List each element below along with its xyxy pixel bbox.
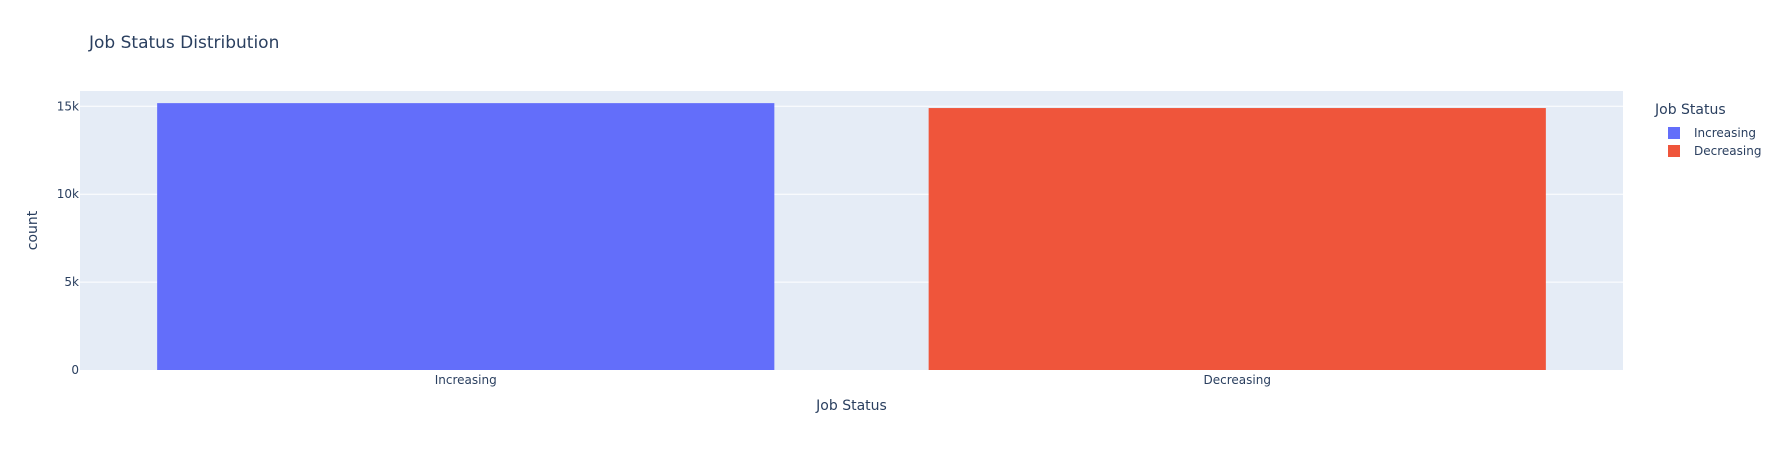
y-axis-title: count	[25, 210, 41, 250]
x-axis-ticks: Increasing Decreasing	[435, 373, 1271, 387]
legend-item-increasing[interactable]: Increasing	[1655, 124, 1761, 142]
bars	[157, 103, 1546, 371]
legend-swatch	[1668, 127, 1680, 139]
y-axis-ticks: 0 5k 10k 15k	[57, 99, 79, 377]
legend-item-label: Increasing	[1694, 126, 1756, 140]
y-tick-label: 5k	[64, 275, 79, 289]
legend-item-label: Decreasing	[1694, 144, 1762, 158]
x-axis-title: Job Status	[815, 398, 887, 414]
y-tick-label: 10k	[57, 187, 79, 201]
chart-title: Job Status Distribution	[89, 33, 280, 53]
x-tick-label: Decreasing	[1204, 373, 1271, 387]
y-tick-label: 15k	[57, 99, 79, 113]
bar-decreasing[interactable]	[928, 108, 1546, 371]
legend-item-decreasing[interactable]: Decreasing	[1655, 142, 1761, 160]
legend-title: Job Status	[1655, 102, 1726, 118]
bar-increasing[interactable]	[157, 103, 775, 370]
y-tick-label: 0	[71, 363, 79, 377]
x-tick-label: Increasing	[435, 373, 497, 387]
legend-swatch	[1668, 145, 1680, 157]
legend: Job Status Increasing Decreasing	[1655, 102, 1761, 160]
